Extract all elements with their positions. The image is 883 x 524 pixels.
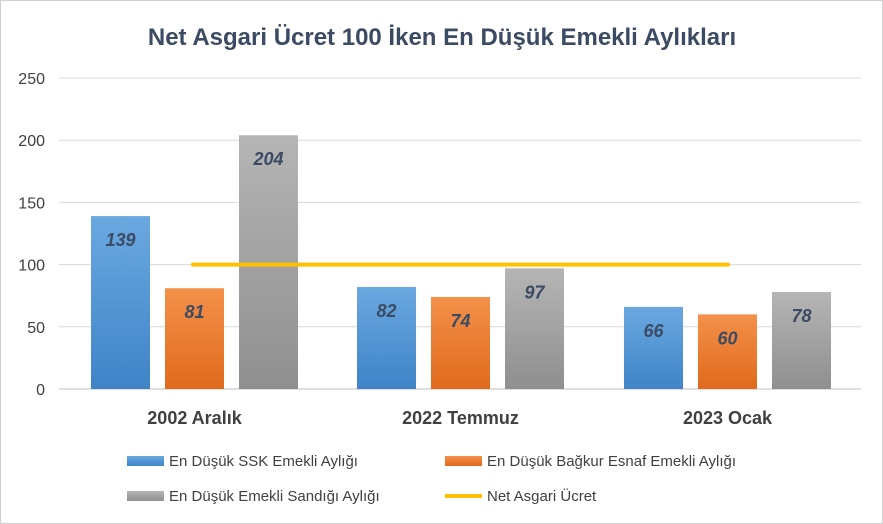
- legend-swatch: [445, 456, 482, 466]
- bar-2-1: [165, 288, 224, 389]
- y-tick-label: 100: [18, 258, 45, 275]
- bars-group: [91, 135, 831, 389]
- legend-label: En Düşük Emekli Sandığı Aylığı: [169, 488, 380, 505]
- bar-1-3: [624, 306, 683, 389]
- data-label: 81: [184, 302, 204, 322]
- bar-2-2: [431, 296, 490, 389]
- data-label: 66: [643, 321, 664, 341]
- data-labels-group: 139 81 204 82 74 97 66 60 78: [105, 149, 811, 348]
- data-label: 60: [717, 328, 737, 348]
- data-label: 97: [524, 282, 545, 302]
- y-tick-label: 50: [27, 320, 45, 337]
- data-label: 78: [791, 306, 811, 326]
- y-tick-label: 150: [18, 195, 45, 212]
- bar-1-1: [91, 216, 150, 389]
- legend: En Düşük SSK Emekli Aylığı En Düşük Bağku…: [127, 453, 736, 505]
- bar-3-3: [772, 291, 831, 389]
- x-tick-label: 2022 Temmuz: [402, 408, 519, 428]
- y-tick-label: 200: [18, 133, 45, 150]
- bar-3-1: [239, 135, 298, 389]
- legend-label: En Düşük SSK Emekli Aylığı: [169, 453, 358, 470]
- data-label: 139: [105, 230, 135, 250]
- x-tick-label: 2023 Ocak: [683, 408, 773, 428]
- x-tick-label: 2002 Aralık: [147, 408, 242, 428]
- legend-label: Net Asgari Ücret: [487, 487, 597, 505]
- y-tick-label: 0: [36, 382, 45, 399]
- data-label: 74: [450, 311, 470, 331]
- legend-swatch: [127, 491, 164, 501]
- legend-swatch: [127, 456, 164, 466]
- legend-label: En Düşük Bağkur Esnaf Emekli Aylığı: [487, 453, 736, 470]
- y-tick-label: 250: [18, 71, 45, 88]
- bar-3-2: [505, 268, 564, 389]
- data-label: 204: [252, 149, 283, 169]
- x-axis: 2002 Aralık 2022 Temmuz 2023 Ocak: [147, 408, 773, 428]
- data-label: 82: [376, 301, 396, 321]
- bar-2-3: [698, 314, 757, 389]
- y-axis: 0 50 100 150 200 250: [18, 71, 45, 399]
- chart-title: Net Asgari Ücret 100 İken En Düşük Emekl…: [148, 24, 736, 51]
- bar-1-2: [357, 286, 416, 389]
